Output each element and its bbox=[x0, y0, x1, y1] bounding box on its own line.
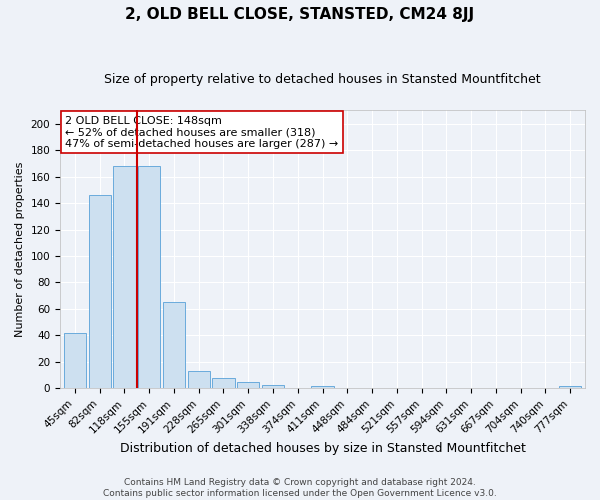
Bar bbox=[237, 382, 259, 388]
Bar bbox=[311, 386, 334, 388]
Text: 2 OLD BELL CLOSE: 148sqm
← 52% of detached houses are smaller (318)
47% of semi-: 2 OLD BELL CLOSE: 148sqm ← 52% of detach… bbox=[65, 116, 338, 149]
Text: Contains HM Land Registry data © Crown copyright and database right 2024.
Contai: Contains HM Land Registry data © Crown c… bbox=[103, 478, 497, 498]
Bar bbox=[212, 378, 235, 388]
Text: 2, OLD BELL CLOSE, STANSTED, CM24 8JJ: 2, OLD BELL CLOSE, STANSTED, CM24 8JJ bbox=[125, 8, 475, 22]
Bar bbox=[163, 302, 185, 388]
Y-axis label: Number of detached properties: Number of detached properties bbox=[15, 162, 25, 337]
Bar bbox=[262, 384, 284, 388]
Title: Size of property relative to detached houses in Stansted Mountfitchet: Size of property relative to detached ho… bbox=[104, 72, 541, 86]
X-axis label: Distribution of detached houses by size in Stansted Mountfitchet: Distribution of detached houses by size … bbox=[119, 442, 526, 455]
Bar bbox=[89, 195, 111, 388]
Bar bbox=[64, 333, 86, 388]
Bar bbox=[188, 372, 210, 388]
Bar bbox=[138, 166, 160, 388]
Bar bbox=[113, 166, 136, 388]
Bar bbox=[559, 386, 581, 388]
